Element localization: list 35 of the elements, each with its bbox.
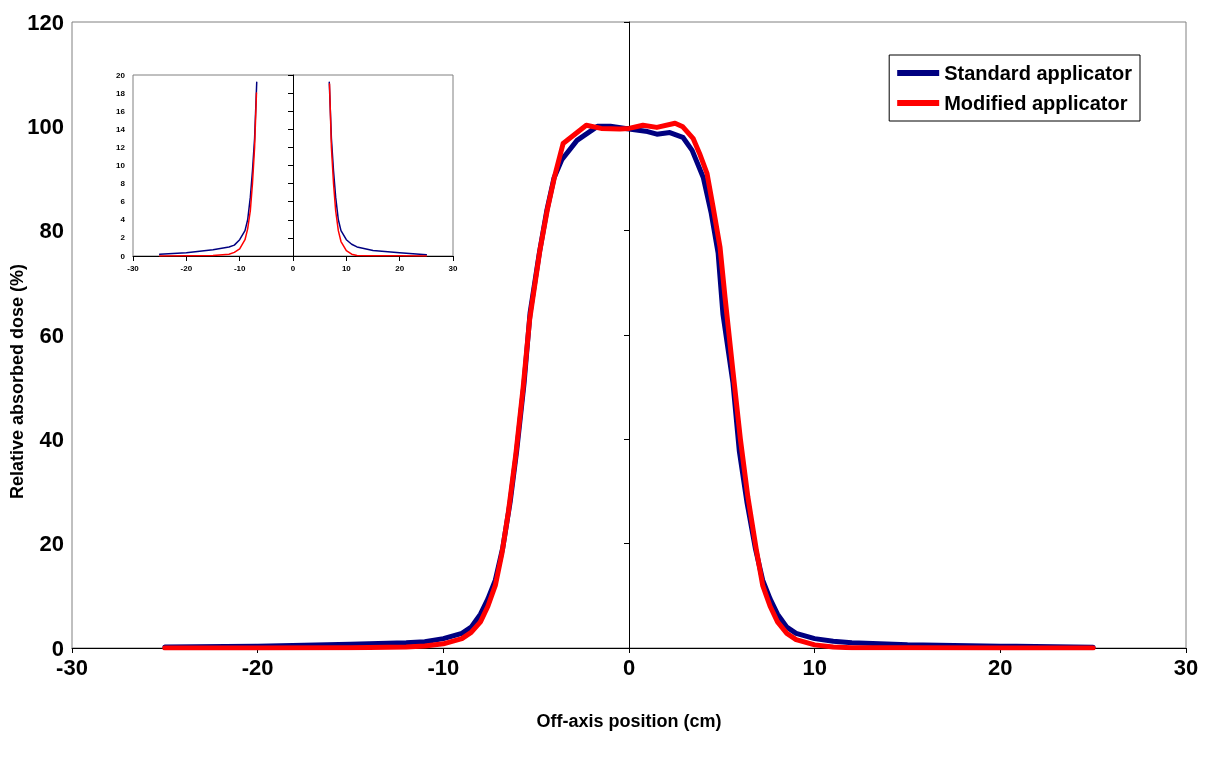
y-tick-label: 14	[116, 124, 126, 134]
x-tick-label: -10	[427, 654, 460, 680]
x-tick-label: -10	[233, 263, 246, 273]
x-tick-label: -30	[127, 263, 140, 273]
y-tick-label: 6	[120, 197, 126, 207]
x-tick-label: 0	[622, 654, 636, 680]
x-tick-label: -20	[180, 263, 193, 273]
x-tick-label: 0	[290, 263, 296, 273]
x-tick-label: -20	[241, 654, 274, 680]
x-tick-label: 30	[448, 263, 458, 273]
y-tick-label: 16	[116, 106, 126, 116]
y-tick-label: 100	[27, 113, 64, 139]
x-axis-title: Off-axis position (cm)	[536, 711, 722, 731]
x-tick-label: 20	[395, 263, 405, 273]
y-tick-label: 12	[116, 142, 126, 152]
y-tick-label: 2	[120, 233, 126, 243]
y-tick-label: 8	[120, 179, 126, 189]
x-tick-label: 30	[1173, 654, 1199, 680]
legend-label: Standard applicator	[944, 62, 1133, 84]
y-axis-title: Relative absorbed dose (%)	[7, 263, 27, 500]
y-tick-label: 4	[120, 215, 126, 225]
y-tick-label: 0	[120, 251, 126, 261]
y-tick-label: 10	[116, 161, 126, 170]
y-tick-label: 80	[39, 218, 64, 244]
y-tick-label: 18	[116, 88, 126, 98]
y-tick-label: 120	[27, 9, 64, 35]
y-tick-label: 20	[39, 531, 64, 557]
y-tick-label: 0	[51, 635, 64, 661]
x-tick-label: 10	[341, 263, 352, 273]
x-tick-label: 10	[802, 654, 827, 680]
y-tick-label: 20	[116, 70, 126, 80]
x-tick-label: 20	[988, 654, 1013, 680]
y-tick-label: 40	[39, 426, 64, 452]
legend-label: Modified applicator	[944, 92, 1128, 114]
y-tick-label: 60	[39, 322, 64, 348]
